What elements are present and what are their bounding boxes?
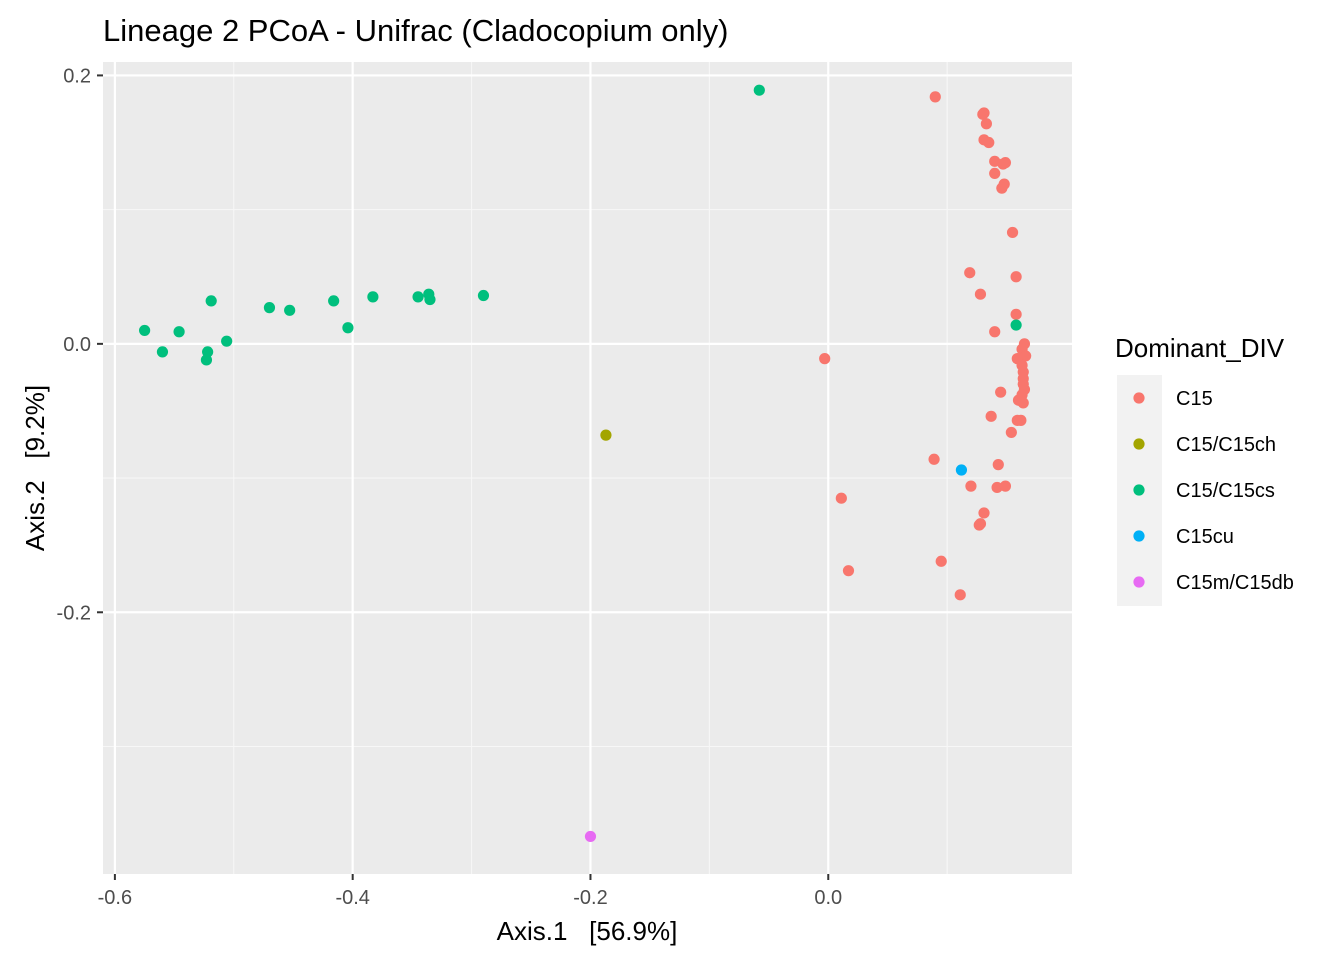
legend-key: [1133, 438, 1145, 450]
data-point: [964, 267, 976, 279]
y-axis-title: Axis.2 [9.2%]: [20, 385, 50, 551]
data-points: [139, 84, 1032, 843]
data-point: [929, 91, 941, 103]
x-tick-label: -0.2: [573, 887, 607, 909]
data-point: [1015, 414, 1027, 426]
data-point: [935, 555, 947, 567]
data-point: [974, 288, 987, 300]
plot-panel: [103, 62, 1072, 874]
data-point: [412, 291, 424, 303]
data-point: [974, 518, 987, 530]
x-axis-ticks: -0.6 -0.4 -0.2 0.0: [98, 874, 842, 909]
legend-items: C15 C15/C15ch C15/C15cs C15cu C15m/C15db: [1133, 388, 1294, 594]
chart-title: Lineage 2 PCoA - Unifrac (Cladocopium on…: [103, 13, 728, 48]
data-point: [367, 291, 379, 303]
legend-label: C15/C15ch: [1176, 434, 1276, 456]
data-point: [1006, 226, 1019, 239]
data-point: [928, 453, 940, 465]
data-point: [328, 295, 340, 307]
data-point: [284, 304, 296, 316]
y-tick-label: 0.2: [63, 65, 91, 87]
y-tick-label: 0.0: [63, 334, 91, 356]
data-point: [842, 565, 855, 577]
data-point: [342, 322, 354, 334]
data-point: [985, 410, 997, 422]
legend-label: C15m/C15db: [1176, 572, 1294, 594]
data-point: [1017, 397, 1029, 409]
data-point: [989, 167, 1001, 179]
data-point: [200, 354, 213, 366]
data-point: [955, 464, 968, 476]
data-point: [996, 182, 1008, 194]
data-point: [991, 481, 1003, 494]
legend-label: C15cu: [1176, 526, 1234, 548]
x-axis-title: Axis.1 [56.9%]: [497, 916, 678, 946]
data-point: [989, 326, 1001, 338]
data-point: [263, 302, 276, 314]
legend: Dominant_DIV C15C15/C15chC15/C15csC15cuC…: [1115, 333, 1294, 606]
x-tick-label: -0.6: [98, 887, 132, 909]
data-point: [978, 507, 990, 519]
data-point: [995, 386, 1007, 398]
data-point: [221, 335, 233, 347]
legend-key: [1133, 392, 1145, 404]
data-point: [477, 289, 490, 302]
data-point: [424, 293, 436, 306]
data-point: [156, 346, 169, 358]
legend-key: [1133, 484, 1145, 496]
y-tick-label: -0.2: [57, 602, 91, 624]
data-point: [1010, 308, 1022, 320]
data-point: [1010, 319, 1022, 331]
minor-gridlines: [103, 62, 1072, 874]
data-point: [753, 84, 765, 96]
data-point: [997, 158, 1009, 170]
data-point: [1005, 426, 1017, 439]
legend-key: [1133, 576, 1145, 588]
data-point: [600, 429, 612, 441]
data-point: [983, 136, 995, 149]
data-point: [992, 459, 1004, 471]
legend-title: Dominant_DIV: [1115, 333, 1285, 363]
data-point: [965, 480, 977, 492]
legend-label: C15/C15cs: [1176, 480, 1275, 502]
data-point: [980, 118, 992, 130]
x-tick-label: -0.4: [335, 887, 369, 909]
data-point: [819, 353, 831, 365]
legend-key: [1133, 530, 1145, 542]
data-point: [584, 830, 597, 843]
data-point: [835, 492, 847, 504]
data-point: [139, 324, 151, 337]
data-point: [1010, 271, 1022, 283]
data-point: [999, 480, 1012, 492]
major-gridlines: [103, 62, 1072, 874]
data-point: [173, 326, 185, 338]
data-point: [977, 108, 989, 120]
data-point: [954, 589, 966, 601]
y-axis-ticks: 0.2 0.0 -0.2: [57, 65, 103, 624]
legend-label: C15: [1176, 388, 1213, 410]
data-point: [205, 295, 217, 307]
x-tick-label: 0.0: [814, 887, 842, 909]
